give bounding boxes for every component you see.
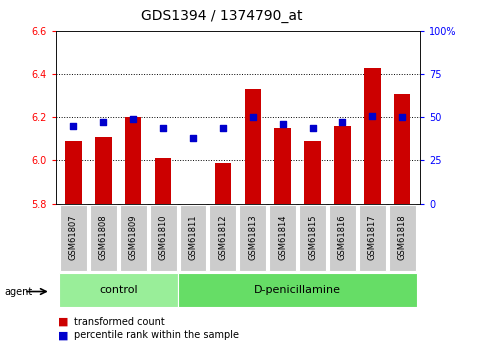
Bar [274, 128, 291, 204]
Bar [178, 273, 417, 307]
Text: GSM61813: GSM61813 [248, 215, 257, 260]
Point [279, 121, 286, 127]
Text: GDS1394 / 1374790_at: GDS1394 / 1374790_at [142, 9, 303, 23]
Text: GSM61811: GSM61811 [188, 215, 198, 260]
Bar [269, 205, 296, 271]
Bar [244, 89, 261, 204]
Bar [90, 205, 117, 271]
Text: GSM61810: GSM61810 [158, 215, 168, 260]
Text: percentile rank within the sample: percentile rank within the sample [74, 331, 239, 340]
Bar [60, 205, 87, 271]
Bar [364, 68, 381, 204]
Bar [334, 126, 351, 204]
Text: GSM61818: GSM61818 [398, 215, 407, 260]
Bar [65, 141, 82, 204]
Bar [389, 205, 416, 271]
Point [129, 116, 137, 122]
Text: GSM61814: GSM61814 [278, 215, 287, 260]
Text: control: control [99, 285, 138, 295]
Text: transformed count: transformed count [74, 317, 165, 326]
Point [189, 135, 197, 141]
Bar [95, 137, 112, 204]
Bar [329, 205, 356, 271]
Bar [150, 205, 177, 271]
Text: GSM61812: GSM61812 [218, 215, 227, 260]
Point [369, 113, 376, 118]
Text: GSM61808: GSM61808 [99, 215, 108, 260]
Text: GSM61807: GSM61807 [69, 215, 78, 260]
Point [398, 115, 406, 120]
Bar [240, 205, 266, 271]
Bar [180, 205, 207, 271]
Point [99, 120, 107, 125]
Bar [299, 205, 326, 271]
Bar [58, 273, 178, 307]
Text: GSM61815: GSM61815 [308, 215, 317, 260]
Point [70, 123, 77, 129]
Text: ■: ■ [58, 317, 69, 326]
Bar [210, 205, 236, 271]
Text: D-penicillamine: D-penicillamine [254, 285, 341, 295]
Bar [125, 117, 142, 204]
Point [339, 120, 346, 125]
Bar [304, 141, 321, 204]
Bar [155, 158, 171, 204]
Text: GSM61816: GSM61816 [338, 215, 347, 260]
Text: agent: agent [5, 287, 33, 296]
Bar [394, 93, 411, 204]
Point [249, 115, 256, 120]
Point [159, 125, 167, 130]
Bar [215, 162, 231, 204]
Bar [120, 205, 147, 271]
Bar [359, 205, 386, 271]
Point [219, 125, 227, 130]
Text: ■: ■ [58, 331, 69, 340]
Text: GSM61817: GSM61817 [368, 215, 377, 260]
Point [309, 125, 316, 130]
Text: GSM61809: GSM61809 [129, 215, 138, 260]
